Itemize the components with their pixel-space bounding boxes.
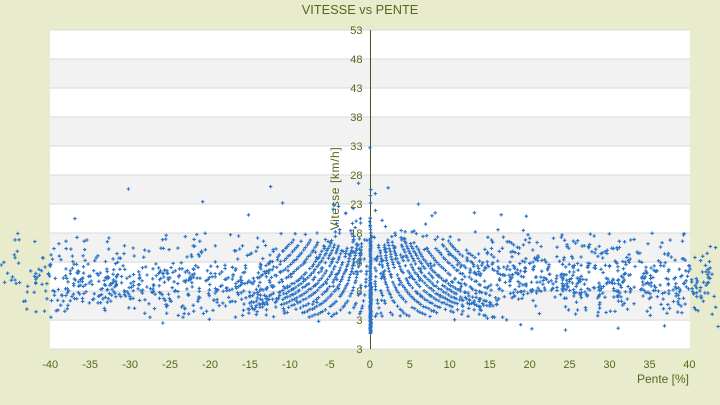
svg-text:35: 35: [643, 359, 655, 371]
svg-text:3: 3: [356, 344, 362, 356]
svg-text:25: 25: [563, 359, 575, 371]
svg-text:Pente [%]: Pente [%]: [637, 372, 689, 386]
svg-text:48: 48: [350, 54, 362, 66]
svg-text:-25: -25: [162, 359, 178, 371]
svg-text:38: 38: [350, 112, 362, 124]
svg-text:33: 33: [350, 141, 362, 153]
svg-text:15: 15: [484, 359, 496, 371]
svg-text:43: 43: [350, 83, 362, 95]
svg-text:-15: -15: [242, 359, 258, 371]
svg-text:40: 40: [683, 359, 695, 371]
svg-text:20: 20: [523, 359, 535, 371]
svg-text:0: 0: [367, 359, 373, 371]
svg-text:-5: -5: [325, 359, 335, 371]
svg-text:28: 28: [350, 170, 362, 182]
svg-text:-30: -30: [122, 359, 138, 371]
svg-text:-35: -35: [82, 359, 98, 371]
svg-text:-10: -10: [282, 359, 298, 371]
svg-text:5: 5: [407, 359, 413, 371]
svg-text:23: 23: [350, 199, 362, 211]
svg-text:10: 10: [444, 359, 456, 371]
svg-text:-20: -20: [202, 359, 218, 371]
svg-text:3: 3: [356, 315, 362, 327]
svg-text:VITESSE vs PENTE: VITESSE vs PENTE: [302, 2, 419, 17]
svg-text:Vitesse [km/h]: Vitesse [km/h]: [328, 147, 342, 231]
svg-text:53: 53: [350, 25, 362, 37]
svg-text:-40: -40: [42, 359, 58, 371]
svg-text:30: 30: [603, 359, 615, 371]
svg-text:8: 8: [356, 286, 362, 298]
